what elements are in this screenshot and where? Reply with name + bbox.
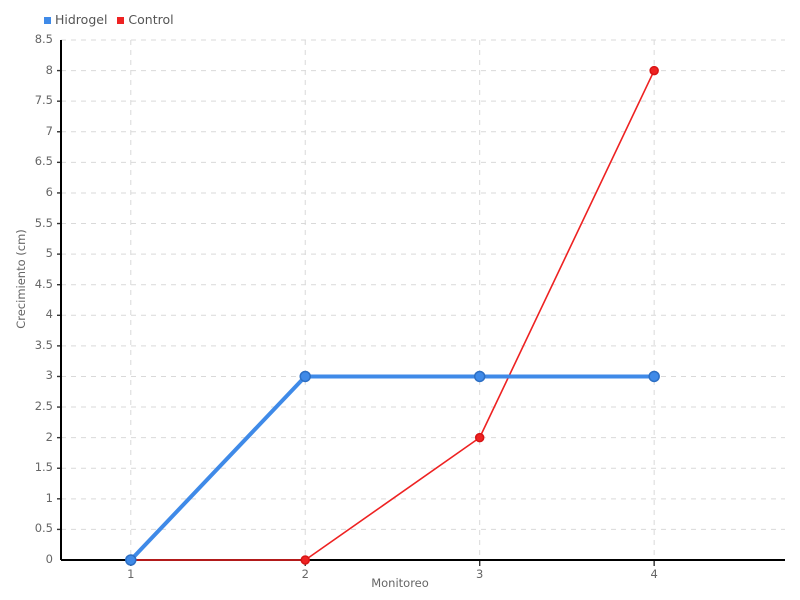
x-tick-label: 2 <box>301 567 309 581</box>
horizontal-gridlines <box>61 39 785 530</box>
y-tick-label: 0.5 <box>34 521 53 536</box>
y-tick-label: 1 <box>45 490 53 505</box>
y-tick-label: 0 <box>45 552 53 566</box>
chart-legend: Hidrogel Control <box>44 10 174 30</box>
legend-label-control: Control <box>128 11 174 27</box>
y-tick-label: 5.5 <box>34 215 53 230</box>
legend-entry-hidrogel[interactable]: Hidrogel <box>44 11 108 27</box>
y-tick-label: 4 <box>45 307 53 322</box>
x-tick-label: 3 <box>476 567 484 581</box>
y-tick-label: 7.5 <box>34 93 53 108</box>
y-tick-label: 2.5 <box>34 399 53 414</box>
y-tick-label: 3 <box>45 368 53 383</box>
y-axis-title: Crecimiento (cm) <box>14 229 28 329</box>
legend-swatch-control <box>117 16 125 24</box>
y-tick-label: 7 <box>45 123 53 138</box>
y-tick-label: 4.5 <box>34 276 53 291</box>
x-axis-title: Monitoreo <box>371 576 429 590</box>
legend-label-hidrogel: Hidrogel <box>55 11 108 27</box>
series-lines <box>128 69 657 562</box>
y-tick-label: 2 <box>45 429 53 444</box>
vertical-gridlines <box>130 40 655 560</box>
y-tick-label: 8 <box>45 62 53 77</box>
x-tick-label: 4 <box>650 567 658 581</box>
legend-entry-control[interactable]: Control <box>117 11 174 27</box>
y-tick-label: 6 <box>45 184 53 199</box>
x-tick-label: 1 <box>127 567 135 581</box>
legend-swatch-hidrogel <box>44 16 51 24</box>
y-tick-label: 6.5 <box>34 154 53 169</box>
y-tick-label: 8.5 <box>34 32 53 46</box>
y-tick-label: 5 <box>45 246 53 261</box>
y-tick-label: 3.5 <box>34 337 53 352</box>
series-markers <box>125 65 660 566</box>
y-tick-label: 1.5 <box>34 460 53 475</box>
